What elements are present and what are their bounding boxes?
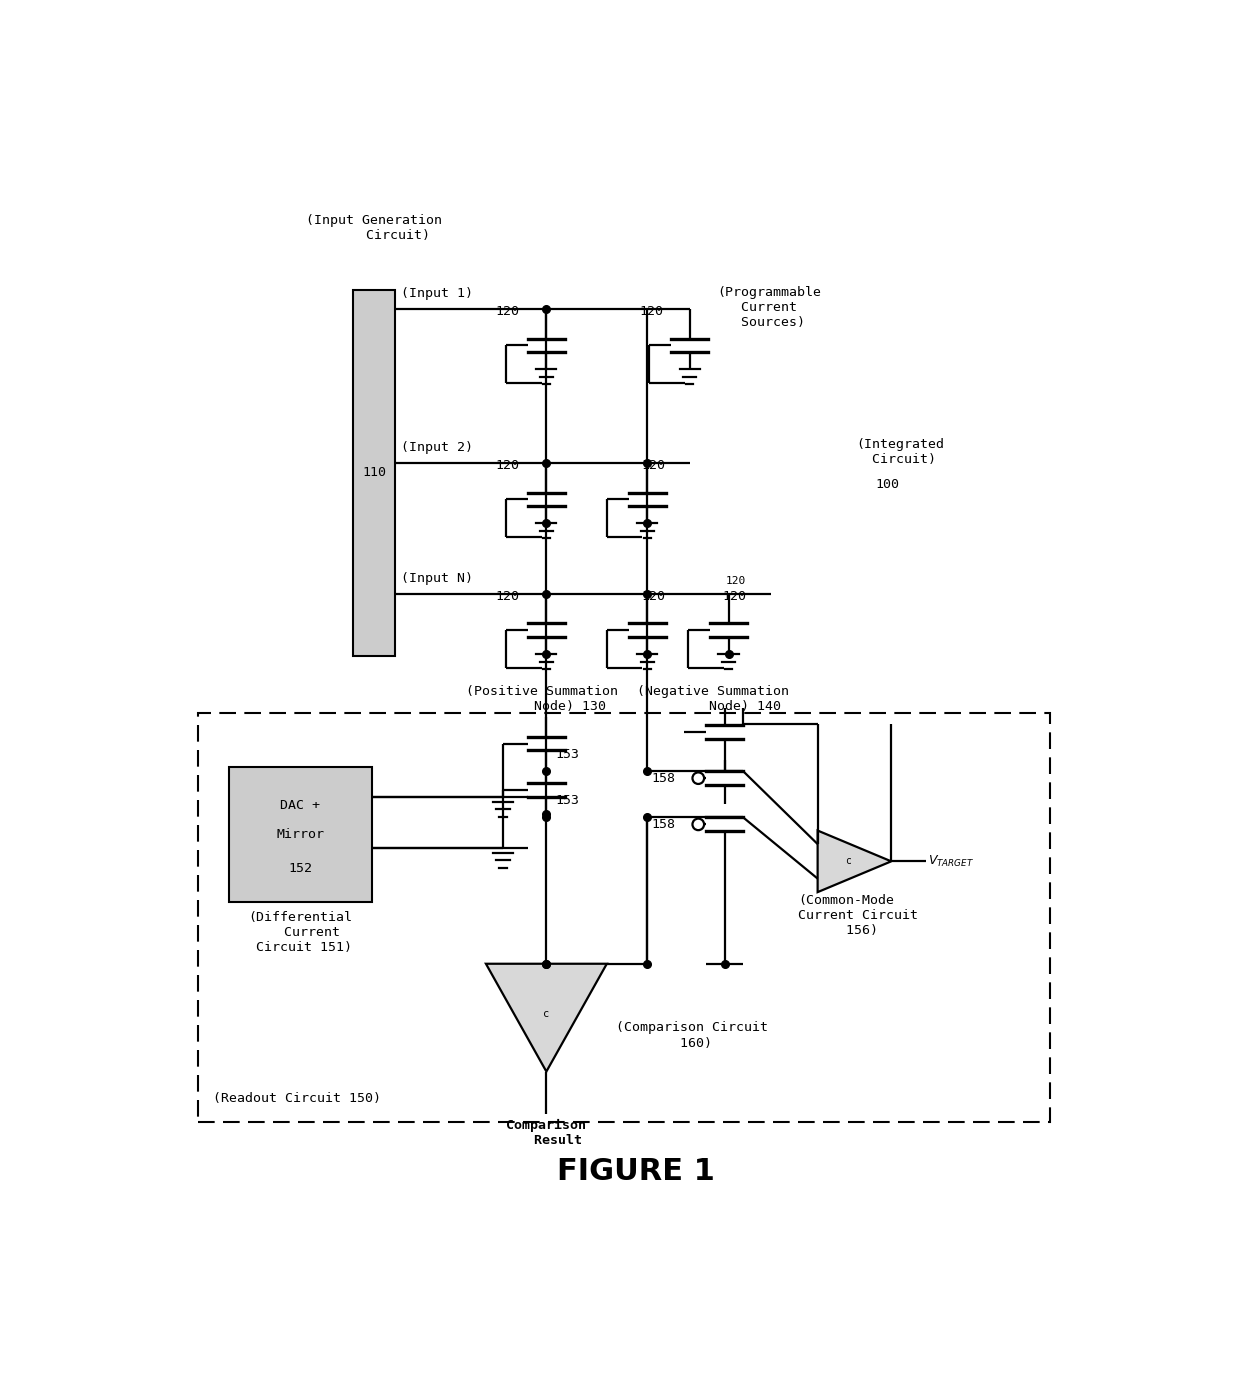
Text: FIGURE 1: FIGURE 1 (557, 1156, 714, 1186)
Text: (Comparison Circuit
        160): (Comparison Circuit 160) (616, 1022, 768, 1049)
Text: (Negative Summation
        Node) 140: (Negative Summation Node) 140 (637, 685, 789, 713)
Text: Comparison
   Result: Comparison Result (506, 1119, 587, 1147)
Text: 120: 120 (496, 459, 520, 473)
Text: 120: 120 (496, 589, 520, 603)
Text: (Common-Mode
Current Circuit
      156): (Common-Mode Current Circuit 156) (799, 894, 919, 937)
Text: 152: 152 (289, 862, 312, 874)
Text: 120: 120 (641, 459, 666, 473)
Text: DAC +: DAC + (280, 799, 320, 812)
Text: (Input N): (Input N) (402, 571, 474, 585)
Bar (228, 767, 372, 902)
Text: c: c (543, 1009, 549, 1019)
Text: (Programmable
   Current
   Sources): (Programmable Current Sources) (717, 286, 821, 329)
Text: 110: 110 (362, 467, 386, 480)
Text: (Readout Circuit 150): (Readout Circuit 150) (213, 1091, 381, 1105)
Text: 120: 120 (723, 589, 746, 603)
Text: 158: 158 (651, 817, 676, 831)
Text: Mirror: Mirror (277, 828, 325, 841)
Text: 120: 120 (639, 304, 663, 318)
Text: 120: 120 (496, 304, 520, 318)
Polygon shape (817, 831, 892, 892)
Text: $\mathit{V}_{TARGET}$: $\mathit{V}_{TARGET}$ (929, 853, 975, 869)
Text: 120: 120 (641, 589, 666, 603)
Text: 120: 120 (727, 577, 746, 587)
Text: (Positive Summation
       Node) 130: (Positive Summation Node) 130 (466, 685, 619, 713)
Text: 158: 158 (651, 771, 676, 785)
Text: (Input 1): (Input 1) (402, 286, 474, 300)
Bar (352, 291, 396, 656)
Text: (Differential
   Current
 Circuit 151): (Differential Current Circuit 151) (248, 912, 352, 955)
Polygon shape (486, 963, 606, 1072)
Text: (Integrated
  Circuit): (Integrated Circuit) (857, 438, 945, 466)
Text: (Input 2): (Input 2) (402, 441, 474, 455)
Text: 153: 153 (556, 748, 579, 760)
Text: 100: 100 (875, 478, 900, 491)
Text: (Input Generation
      Circuit): (Input Generation Circuit) (306, 214, 441, 242)
Text: 153: 153 (556, 794, 579, 808)
Text: c: c (846, 856, 852, 866)
